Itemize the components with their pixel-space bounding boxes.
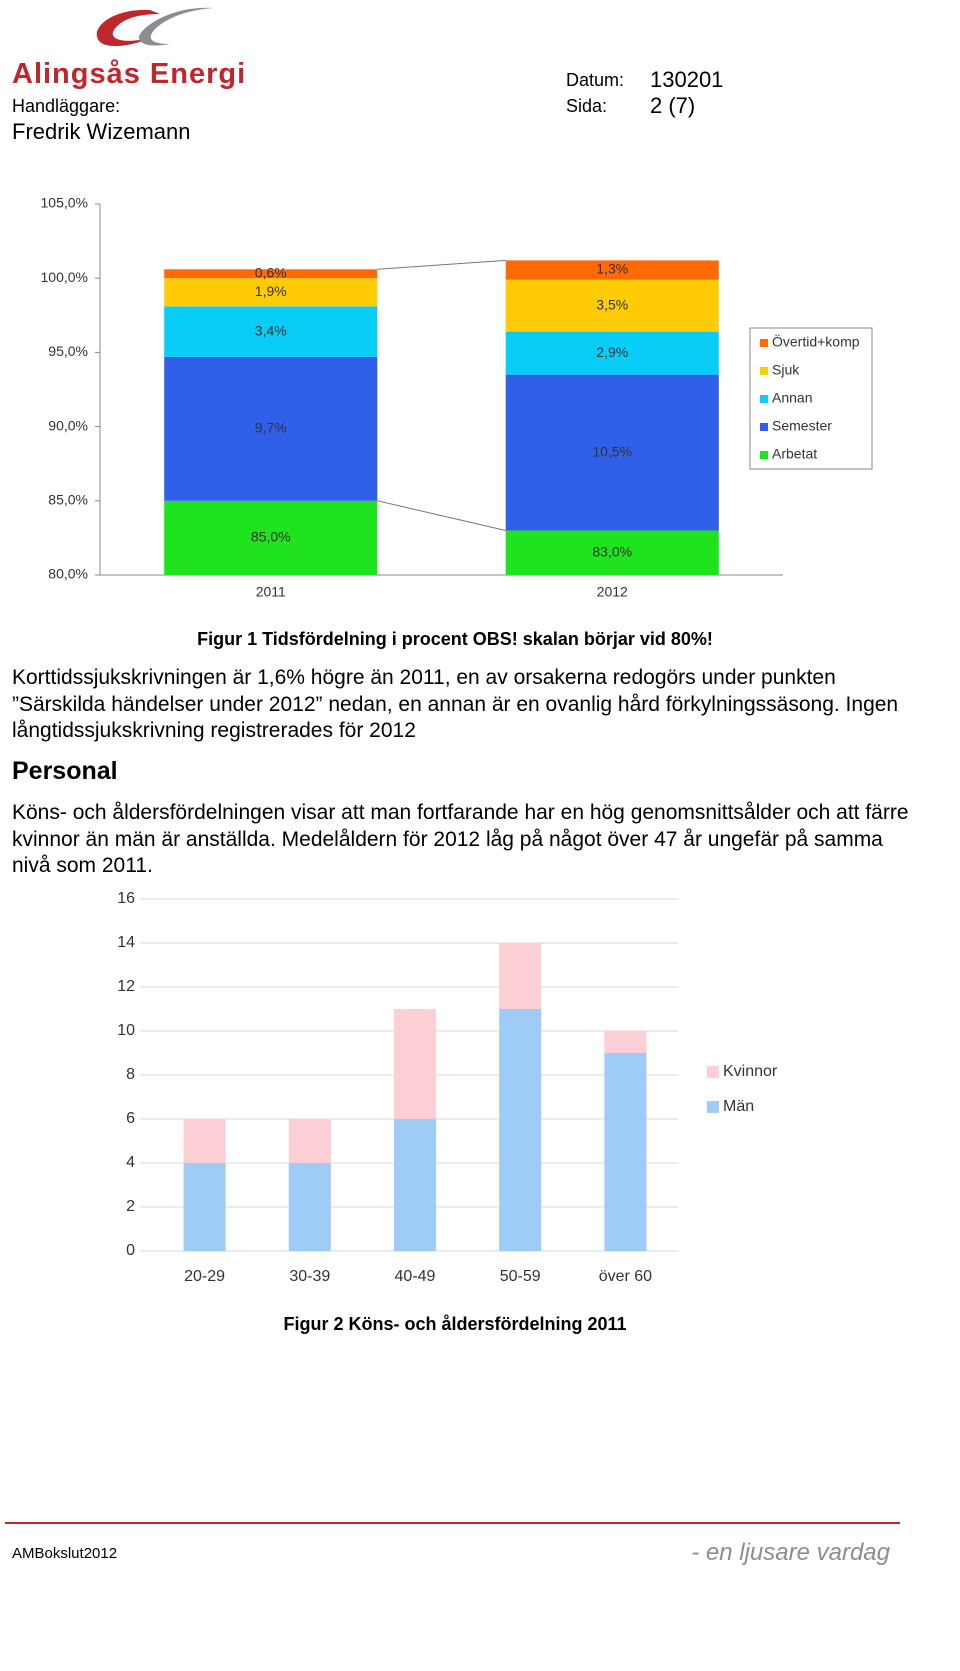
legend-swatch: [707, 1066, 719, 1078]
date: 130201: [650, 67, 724, 92]
paragraph: Köns- och åldersfördelningen visar att m…: [12, 801, 909, 878]
bar-segment: [604, 1031, 647, 1053]
x-tick-label: 50-59: [500, 1268, 541, 1285]
y-tick-label: 10: [117, 1022, 135, 1039]
value-label: 83,0%: [592, 543, 632, 559]
x-tick-label: 30-39: [289, 1268, 330, 1285]
y-tick-label: 105,0%: [41, 195, 88, 211]
x-tick-label: över 60: [599, 1268, 652, 1285]
footer-left: AMBokslut2012: [12, 1545, 118, 1562]
connector: [377, 259, 506, 270]
legend-label: Män: [723, 1098, 754, 1115]
paragraph: Korttidssjukskrivningen är 1,6% högre än…: [12, 666, 899, 743]
bar-segment: [604, 1053, 647, 1251]
value-label: 9,7%: [255, 420, 287, 436]
handler-label: Handläggare:: [12, 96, 121, 116]
bar-segment: [499, 1009, 542, 1251]
legend-label: Arbetat: [772, 446, 817, 462]
bar-segment: [164, 500, 378, 575]
page-label: Sida:: [566, 96, 608, 116]
value-label: 3,4%: [255, 322, 287, 338]
bar-segment: [164, 356, 378, 501]
y-tick-label: 100,0%: [41, 269, 88, 285]
bar-segment: [183, 1119, 226, 1163]
y-tick-label: 4: [126, 1154, 135, 1171]
value-label: 0,6%: [255, 264, 287, 280]
bar-segment: [393, 1119, 437, 1251]
bar-segment: [164, 269, 378, 279]
bar-segment: [505, 279, 719, 332]
x-tick-label: 20-29: [184, 1268, 225, 1285]
legend-label: Sjuk: [772, 362, 800, 378]
y-tick-label: 16: [117, 890, 135, 907]
y-tick-label: 80,0%: [48, 566, 88, 582]
logo-swoosh: [96, 9, 160, 47]
bar-segment: [164, 278, 378, 307]
y-tick-label: 12: [117, 978, 135, 995]
y-tick-label: 2: [126, 1198, 135, 1215]
y-tick-label: 6: [126, 1110, 135, 1127]
bar-segment: [183, 1163, 226, 1251]
value-label: 10,5%: [592, 443, 632, 459]
x-tick-label: 2011: [256, 584, 286, 600]
legend-label: Semester: [772, 418, 832, 434]
bar-segment: [164, 306, 378, 357]
y-tick-label: 95,0%: [48, 343, 88, 359]
bar-segment: [393, 1009, 437, 1119]
x-tick-label: 2012: [597, 584, 628, 600]
bar-segment: [505, 530, 719, 575]
x-tick-label: 40-49: [395, 1268, 436, 1285]
logo-swoosh: [139, 7, 213, 46]
value-label: 1,9%: [255, 283, 287, 299]
value-label: 2,9%: [596, 344, 628, 360]
legend-swatch: [760, 339, 768, 347]
caption: Figur 2 Köns- och åldersfördelning 2011: [283, 1314, 627, 1334]
bar-segment: [288, 1163, 331, 1251]
y-tick-label: 14: [117, 934, 135, 951]
legend-swatch: [760, 451, 768, 459]
y-tick-label: 0: [126, 1242, 135, 1259]
legend-box: [749, 327, 873, 470]
legend-swatch: [707, 1101, 719, 1113]
footer-right: - en ljusare vardag: [691, 1539, 890, 1566]
bar-segment: [499, 943, 542, 1009]
legend-swatch: [760, 423, 768, 431]
value-label: 3,5%: [596, 296, 628, 312]
legend-swatch: [760, 395, 768, 403]
legend-swatch: [760, 367, 768, 375]
legend-label: Kvinnor: [723, 1063, 778, 1080]
bar-segment: [505, 374, 719, 531]
legend-label: Övertid+komp: [772, 333, 860, 350]
page-number: 2 (7): [650, 93, 696, 118]
legend-label: Annan: [772, 390, 812, 406]
caption: Figur 1 Tidsfördelning i procent OBS! sk…: [197, 629, 713, 649]
bar-segment: [505, 331, 719, 375]
connector: [377, 500, 506, 531]
y-tick-label: 8: [126, 1066, 135, 1083]
value-label: 85,0%: [251, 529, 291, 545]
heading: Personal: [12, 757, 118, 785]
date-label: Datum:: [566, 70, 625, 90]
logo-text: Alingsås Energi: [12, 58, 247, 90]
value-label: 1,3%: [596, 261, 628, 277]
bar-segment: [288, 1119, 331, 1163]
bar-segment: [505, 260, 719, 280]
handler: Fredrik Wizemann: [12, 119, 191, 144]
y-tick-label: 90,0%: [48, 417, 88, 433]
y-tick-label: 85,0%: [48, 492, 88, 508]
